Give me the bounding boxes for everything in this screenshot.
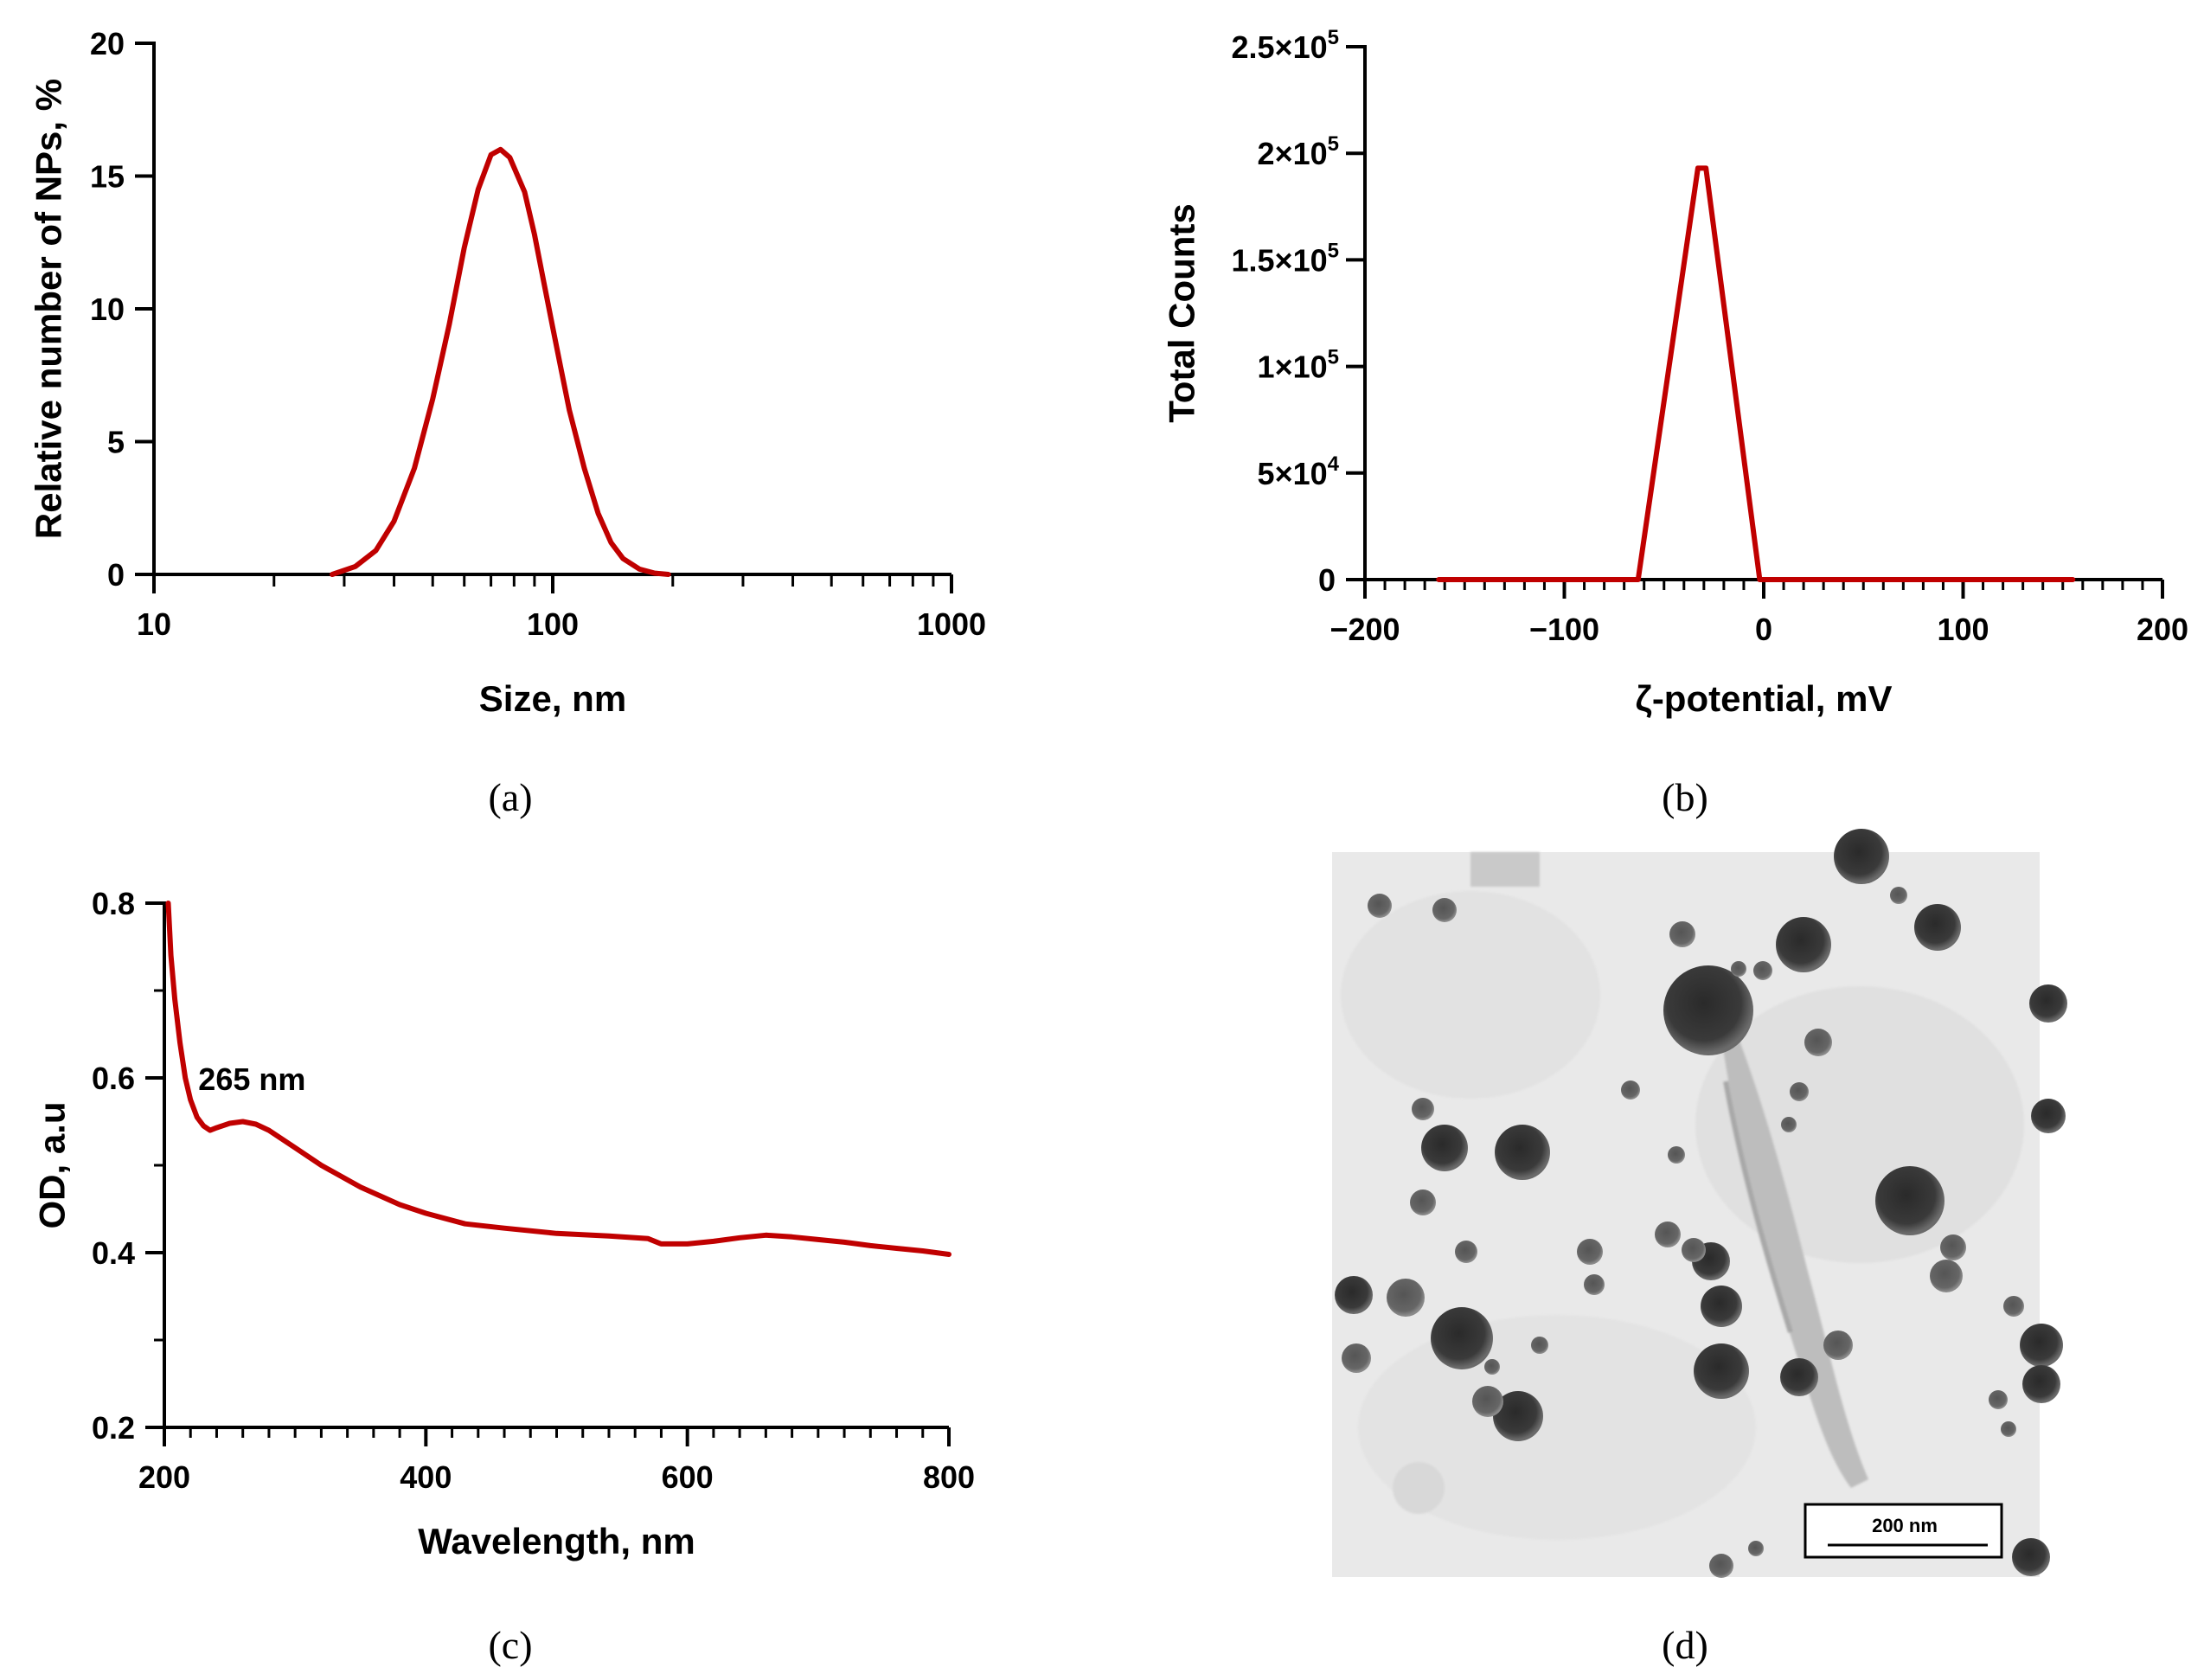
- y-tick-label: 1.5×105: [1232, 239, 1339, 278]
- scale-bar: 200 nm: [1804, 1503, 2003, 1559]
- x-tick-label: 0: [1755, 612, 1772, 647]
- y-axis-title: OD, a.u: [31, 1101, 72, 1228]
- panel-label-b: (b): [1662, 775, 1708, 819]
- y-tick-label: 0: [1318, 562, 1336, 598]
- chart-panel-a: 10 100 1000 0 5 10 15 20 Size, nm Relative number…: [28, 26, 986, 819]
- y-tick-label: 0: [107, 557, 125, 593]
- tem-micrograph: 200 nm (d): [1332, 829, 2067, 1667]
- x-tick-label: −100: [1529, 612, 1599, 647]
- panel-label-d: (d): [1662, 1623, 1708, 1667]
- y-tick-label: 10: [90, 292, 125, 327]
- x-tick-label: 100: [1937, 612, 1989, 647]
- y-tick-label: 20: [90, 26, 125, 61]
- y-axis-title: Total Counts: [1161, 203, 1201, 423]
- y-tick-label: 0.4: [92, 1235, 135, 1271]
- y-tick-label: 0.2: [92, 1410, 135, 1446]
- series-line: [165, 901, 951, 1257]
- scale-bar-label: 200 nm: [1872, 1515, 1938, 1536]
- y-tick-label: 5: [107, 425, 125, 460]
- x-tick-label: −200: [1329, 612, 1400, 647]
- x-tick-label: 100: [527, 606, 579, 642]
- panel-label-c: (c): [488, 1623, 532, 1667]
- x-tick-label: 200: [2137, 612, 2188, 647]
- tem-texture: [1341, 852, 2024, 1540]
- x-axis-title: Size, nm: [479, 678, 626, 719]
- y-tick-label: 5×104: [1258, 452, 1340, 491]
- nanoparticles: [1335, 829, 2067, 1578]
- series-line: [1436, 165, 2076, 582]
- y-tick-label: 0.6: [92, 1061, 135, 1096]
- panel-label-a: (a): [488, 775, 532, 819]
- y-tick-label: 1×105: [1258, 346, 1339, 385]
- y-axis-title: Relative number of NPs, %: [28, 79, 68, 539]
- y-tick-label: 15: [90, 159, 125, 195]
- x-axis-title: ζ-potential, mV: [1635, 678, 1892, 719]
- x-tick-label: 600: [662, 1459, 714, 1495]
- x-tick-label: 800: [923, 1459, 975, 1495]
- chart-panel-b: −200 −100 0 100 200 0 5×104 1×105 1.5×105 2×105 2.…: [1161, 26, 2188, 819]
- series-line: [330, 146, 671, 577]
- x-tick-label: 10: [137, 606, 171, 642]
- y-tick-label: 0.8: [92, 886, 135, 921]
- x-tick-label: 200: [138, 1459, 190, 1495]
- x-tick-label: 400: [400, 1459, 452, 1495]
- x-axis-title: Wavelength, nm: [418, 1521, 695, 1561]
- chart-panel-c: 200 400 600 800 0.2 0.4 0.6 0.8 Wavelength, nm OD…: [31, 886, 975, 1667]
- y-tick-label: 2×105: [1258, 132, 1339, 171]
- x-tick-label: 1000: [917, 606, 986, 642]
- y-tick-label: 2.5×105: [1232, 26, 1339, 65]
- peak-annotation: 265 nm: [198, 1061, 305, 1097]
